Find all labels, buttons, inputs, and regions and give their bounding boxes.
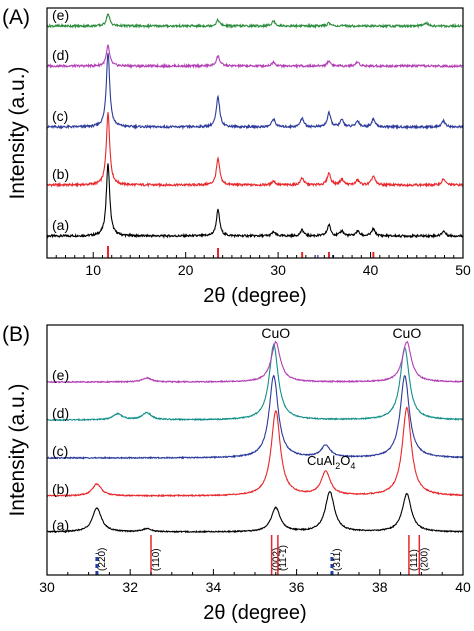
- y-axis-label: Intensity (a.u.): [6, 383, 29, 516]
- series-label-b: (b): [52, 166, 69, 182]
- peak-label-cuo-1: CuO: [261, 325, 290, 341]
- series-line-a: [46, 490, 464, 534]
- series-line-a: [46, 163, 464, 239]
- series-line-c: [46, 374, 464, 460]
- panel-label: (B): [2, 323, 30, 346]
- x-axis-label: 2θ (degree): [203, 602, 306, 624]
- series-line-e: [46, 340, 464, 384]
- peak-label-cual2o4: CuAl2O4: [307, 453, 355, 471]
- panel-a: (A) Intensity (a.u.) (a) (b) (c) (d) (e) 10 20 30…: [2, 6, 471, 307]
- x-tick-label: 50: [455, 262, 471, 278]
- x-tick-label: 30: [270, 262, 286, 278]
- y-axis-label: Intensity (a.u.): [6, 66, 29, 199]
- x-tick-label: 34: [206, 579, 222, 595]
- miller-index-label: (110): [151, 548, 162, 571]
- series-label-c: (c): [52, 108, 68, 124]
- plot-frame: [46, 7, 464, 259]
- panel-b: (B) Intensity (a.u.) (a) (b) (c) (d) (e) CuO CuO…: [2, 323, 471, 624]
- series-label-b: (b): [52, 481, 69, 497]
- series-line-d: [46, 44, 464, 69]
- series-label-a: (a): [52, 217, 69, 233]
- miller-index-label: (220): [97, 548, 108, 571]
- series-label-e: (e): [52, 7, 69, 23]
- x-tick-label: 36: [289, 579, 305, 595]
- peak-label-cuo-2: CuO: [392, 325, 421, 341]
- series-line-c: [46, 52, 464, 131]
- miller-index-label: (111): [409, 549, 420, 571]
- x-tick-label: 30: [39, 579, 55, 595]
- x-tick-label: 40: [455, 579, 471, 595]
- x-tick-label: 10: [85, 262, 101, 278]
- x-tick-label: 38: [372, 579, 388, 595]
- series-label-e: (e): [52, 367, 69, 383]
- x-tick-label: 32: [122, 579, 138, 595]
- x-tick-label: 40: [363, 262, 379, 278]
- series-line-b: [46, 112, 464, 188]
- series-line-e: [46, 13, 464, 30]
- x-tick-label: 20: [178, 262, 194, 278]
- x-axis-label: 2θ (degree): [203, 285, 306, 307]
- series-label-c: (c): [52, 443, 68, 459]
- series-label-d: (d): [52, 405, 69, 421]
- miller-index-label: (200): [419, 548, 430, 571]
- series-line-d: [46, 342, 464, 422]
- miller-index-label: (11-1): [278, 545, 289, 571]
- miller-index-label: (311): [332, 548, 343, 571]
- panel-label: (A): [2, 6, 30, 29]
- series-label-a: (a): [52, 517, 69, 533]
- series-label-d: (d): [52, 47, 69, 63]
- series-line-b: [46, 406, 464, 498]
